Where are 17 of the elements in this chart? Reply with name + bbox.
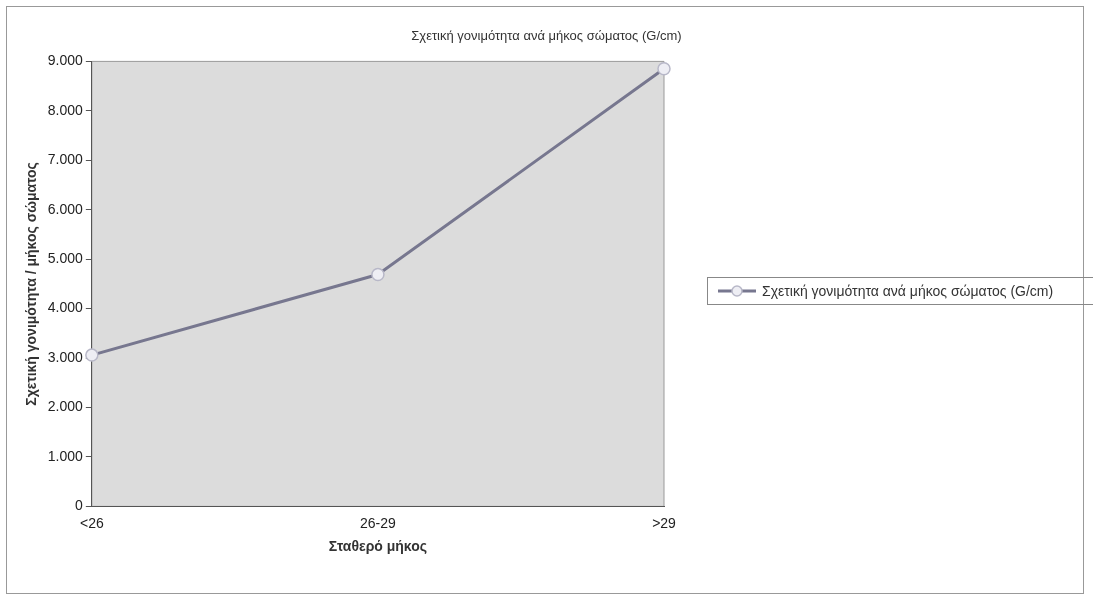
y-tick-label: 2.000 [47,398,84,415]
y-tick-label: 7.000 [47,151,84,168]
y-tick-label: 0 [75,497,84,514]
y-tick-label: 4.000 [47,299,84,316]
legend-label: Σχετική γονιμότητα ανά μήκος σώματος (G/cm) [762,283,1054,299]
x-tick-label: <26 [79,514,104,531]
x-axis-title: Σταθερό μήκος [328,538,428,555]
chart-title: Σχετική γονιμότητα ανά μήκος σώματος (G/cm) [410,28,683,43]
y-tick-label: 9.000 [47,52,84,69]
x-tick-label: 26-29 [360,514,397,531]
y-tick-label: 1.000 [47,447,84,464]
y-tick-label: 6.000 [47,200,84,217]
y-tick-label: 5.000 [47,250,84,267]
y-tick-label: 3.000 [47,348,84,365]
y-axis-title: Σχετική γονιμότητα / μήκος σώματος [23,162,40,406]
x-tick-label: >29 [652,514,677,531]
y-tick-label: 8.000 [47,101,84,118]
